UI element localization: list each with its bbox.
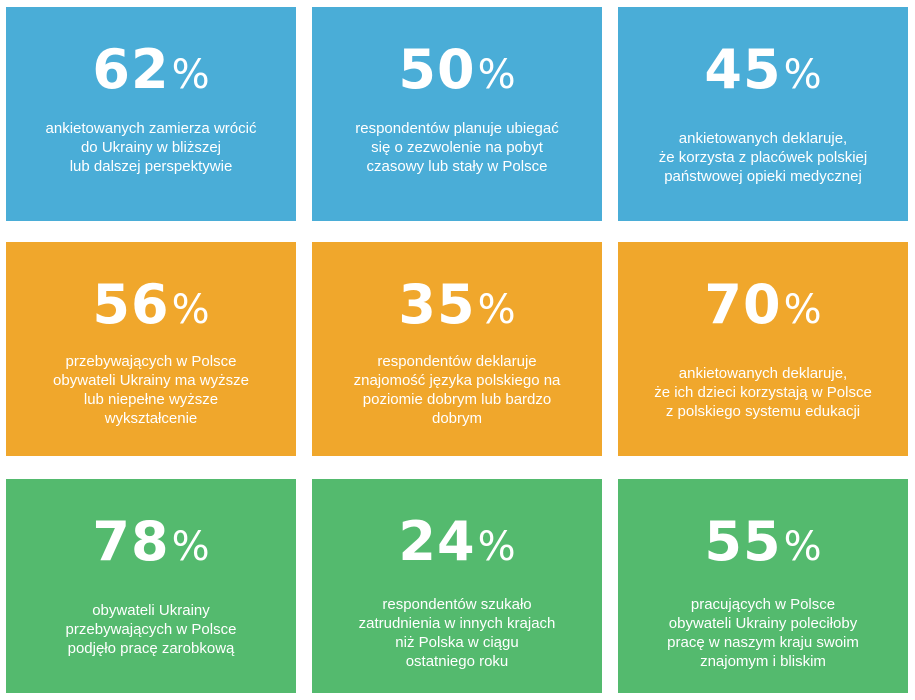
stat-value: 45%: [618, 41, 908, 99]
stat-tile-employment: 78% obywateli Ukrainy przebywających w P…: [6, 479, 296, 693]
stat-tile-higher-education: 56% przebywających w Polsce obywateli Uk…: [6, 242, 296, 456]
stat-value: 50%: [312, 41, 602, 99]
stat-value: 35%: [312, 276, 602, 334]
stat-number: 62: [92, 38, 170, 101]
stat-tile-polish-language: 35% respondentów deklaruje znajomość jęz…: [312, 242, 602, 456]
stat-value: 55%: [618, 513, 908, 571]
stat-description: ankietowanych deklaruje, że korzysta z p…: [658, 130, 868, 185]
percent-sign: %: [783, 524, 822, 570]
stat-number: 55: [704, 510, 782, 573]
stat-description: ankietowanych deklaruje, że ich dzieci k…: [654, 365, 872, 420]
percent-sign: %: [171, 287, 210, 333]
stat-tile-job-search-abroad: 24% respondentów szukało zatrudnienia w …: [312, 479, 602, 693]
percent-sign: %: [783, 287, 822, 333]
stat-value: 62%: [6, 41, 296, 99]
stat-tile-medical-care: 45% ankietowanych deklaruje, że korzysta…: [618, 7, 908, 221]
percent-sign: %: [171, 524, 210, 570]
stat-description: obywateli Ukrainy przebywających w Polsc…: [65, 602, 237, 657]
stat-value: 24%: [312, 513, 602, 571]
percent-sign: %: [477, 287, 516, 333]
stat-value: 78%: [6, 513, 296, 571]
percent-sign: %: [171, 52, 210, 98]
stat-number: 56: [92, 273, 170, 336]
stat-description: pracujących w Polsce obywateli Ukrainy p…: [667, 596, 859, 670]
stat-tile-recommend-work: 55% pracujących w Polsce obywateli Ukrai…: [618, 479, 908, 693]
stat-description: przebywających w Polsce obywateli Ukrain…: [53, 353, 249, 427]
stat-number: 45: [704, 38, 782, 101]
stat-number: 50: [398, 38, 476, 101]
stat-value: 56%: [6, 276, 296, 334]
percent-sign: %: [783, 52, 822, 98]
stat-tile-education-system: 70% ankietowanych deklaruje, że ich dzie…: [618, 242, 908, 456]
stat-value: 70%: [618, 276, 908, 334]
stat-tile-residence-permit: 50% respondentów planuje ubiegać się o z…: [312, 7, 602, 221]
stat-description: respondentów planuje ubiegać się o zezwo…: [355, 120, 559, 175]
stat-number: 24: [398, 510, 476, 573]
stat-description: ankietowanych zamierza wrócić do Ukrainy…: [45, 120, 257, 175]
stat-description: respondentów deklaruje znajomość języka …: [353, 353, 561, 427]
percent-sign: %: [477, 52, 516, 98]
stat-number: 70: [704, 273, 782, 336]
stat-tile-return-to-ukraine: 62% ankietowanych zamierza wrócić do Ukr…: [6, 7, 296, 221]
percent-sign: %: [477, 524, 516, 570]
stat-number: 35: [398, 273, 476, 336]
stat-number: 78: [92, 510, 170, 573]
stat-description: respondentów szukało zatrudnienia w inny…: [358, 596, 556, 670]
